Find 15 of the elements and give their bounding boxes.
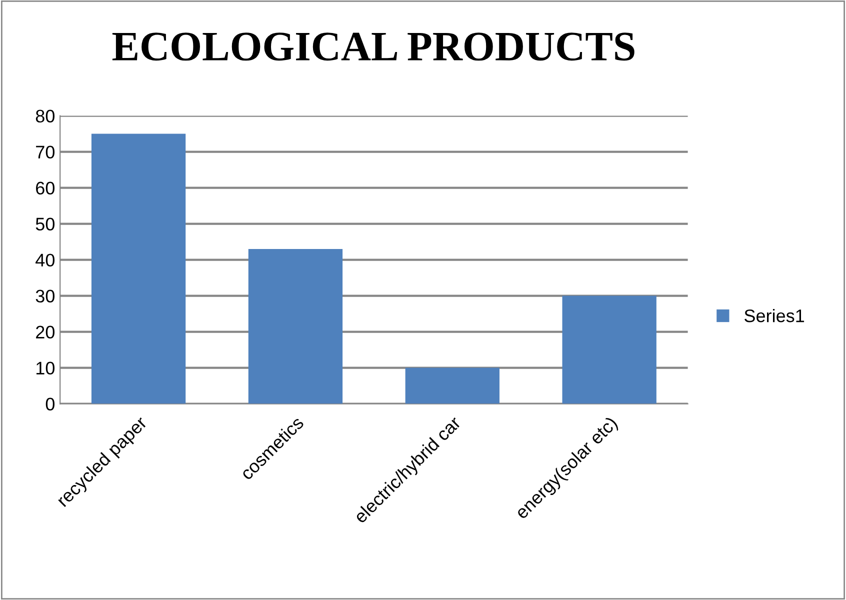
y-tick-label: 50 <box>36 218 54 231</box>
y-tick-label: 70 <box>36 146 54 159</box>
bar <box>562 296 656 404</box>
bar <box>405 368 500 404</box>
bar <box>248 249 343 404</box>
y-tick-label: 20 <box>36 326 54 339</box>
legend-label: Series1 <box>744 308 804 322</box>
y-tick-label: 10 <box>36 362 54 375</box>
y-tick-label: 30 <box>36 290 54 303</box>
y-tick-label: 60 <box>36 182 54 195</box>
y-tick-label: 80 <box>36 110 54 123</box>
chart-title: ECOLOGICAL PRODUCTS <box>112 32 634 61</box>
y-tick-label: 40 <box>36 254 54 267</box>
bar <box>91 134 186 404</box>
y-tick-label: 0 <box>46 398 54 411</box>
